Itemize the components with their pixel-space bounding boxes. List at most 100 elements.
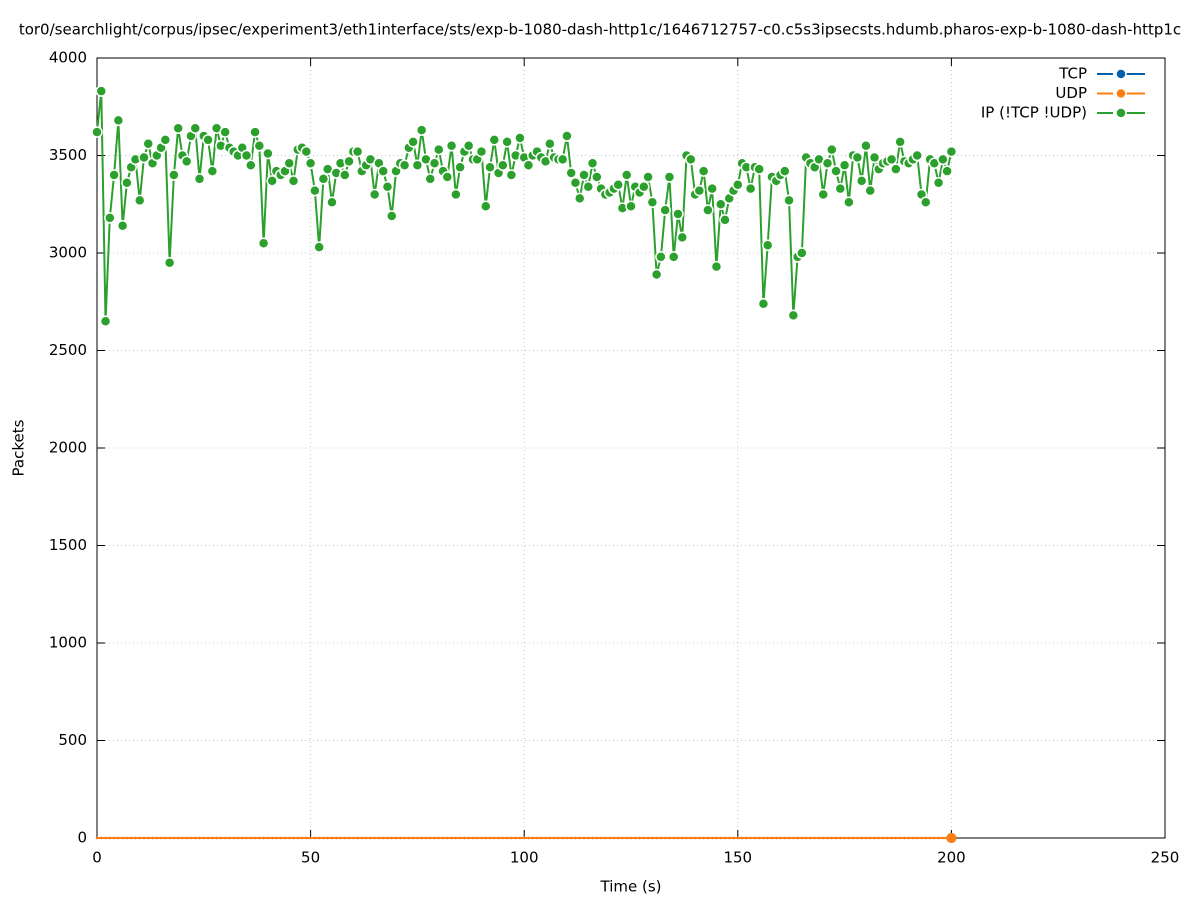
legend-label: TCP <box>1058 65 1087 83</box>
data-point <box>164 836 167 840</box>
data-point <box>381 180 394 193</box>
data-point <box>779 165 791 177</box>
data-point <box>860 140 872 152</box>
data-point <box>723 836 727 840</box>
data-point <box>864 184 876 197</box>
x-tick-label: 100 <box>510 849 539 867</box>
data-point <box>125 836 129 840</box>
data-point <box>343 155 355 168</box>
x-tick-label: 0 <box>92 849 102 867</box>
data-point <box>625 200 637 212</box>
data-point <box>822 836 825 840</box>
data-point <box>928 836 932 840</box>
data-point <box>339 836 342 840</box>
data-point <box>761 239 774 251</box>
data-point <box>215 836 218 840</box>
data-point <box>377 836 381 840</box>
data-point <box>390 836 393 840</box>
data-point <box>770 836 774 840</box>
data-point <box>309 184 321 197</box>
data-point <box>916 836 919 840</box>
data-point <box>129 836 133 840</box>
data-point <box>604 836 607 840</box>
data-point <box>586 157 599 170</box>
data-point <box>599 836 603 840</box>
data-point <box>497 159 509 171</box>
data-point <box>228 836 231 840</box>
data-point <box>514 132 526 144</box>
data-point <box>112 114 125 127</box>
data-point <box>462 140 475 152</box>
data-point <box>262 147 274 160</box>
data-point <box>488 836 492 840</box>
data-point <box>651 836 654 840</box>
data-point <box>702 204 714 216</box>
data-point <box>180 155 193 168</box>
data-point <box>787 309 800 322</box>
x-axis-label: Time (s) <box>600 878 662 896</box>
data-point <box>851 151 864 164</box>
data-point <box>775 836 778 840</box>
data-point <box>757 297 770 310</box>
data-point <box>151 836 154 840</box>
data-point <box>714 198 727 210</box>
data-point <box>595 836 599 840</box>
data-point <box>181 836 184 840</box>
data-point <box>424 836 428 840</box>
data-point <box>497 836 500 840</box>
data-point <box>732 179 744 191</box>
data-point <box>317 173 330 185</box>
data-point <box>326 196 338 209</box>
data-point <box>569 177 582 189</box>
data-point <box>663 171 676 183</box>
data-point <box>608 836 611 840</box>
data-point <box>851 836 855 840</box>
data-point <box>937 153 949 166</box>
y-tick-label: 3000 <box>49 244 87 262</box>
data-point <box>792 836 795 840</box>
data-point <box>480 200 492 212</box>
data-point <box>556 153 569 166</box>
y-tick-label: 1500 <box>49 536 87 554</box>
data-point <box>693 184 706 197</box>
data-point <box>241 836 244 840</box>
data-point <box>356 836 359 840</box>
data-point <box>642 171 654 183</box>
data-point <box>573 192 586 205</box>
data-point <box>194 836 197 840</box>
data-point <box>91 126 103 138</box>
data-point <box>407 836 411 840</box>
data-point <box>360 836 364 840</box>
y-tick-label: 0 <box>77 829 87 847</box>
data-point <box>864 836 868 840</box>
data-point <box>544 138 556 150</box>
data-point <box>937 836 940 840</box>
data-point <box>258 836 261 840</box>
data-point <box>172 122 184 134</box>
data-point <box>168 836 171 840</box>
data-point <box>172 836 176 840</box>
data-point <box>266 175 278 187</box>
data-point <box>249 126 261 138</box>
data-point <box>834 836 838 840</box>
data-point <box>322 836 325 840</box>
data-point <box>826 836 829 840</box>
data-point <box>753 836 757 840</box>
data-point <box>257 237 270 249</box>
data-point <box>672 208 684 220</box>
data-point <box>903 836 906 840</box>
data-point <box>655 836 658 840</box>
data-point <box>288 836 291 840</box>
data-point <box>685 153 697 166</box>
data-point <box>121 836 124 840</box>
data-point <box>446 836 449 840</box>
x-tick-label: 150 <box>723 849 752 867</box>
data-point <box>668 836 671 840</box>
data-point <box>634 836 637 840</box>
data-point <box>121 177 133 189</box>
x-tick-label: 200 <box>937 849 966 867</box>
data-point <box>838 159 851 171</box>
data-point <box>762 836 765 840</box>
data-point <box>932 177 945 189</box>
